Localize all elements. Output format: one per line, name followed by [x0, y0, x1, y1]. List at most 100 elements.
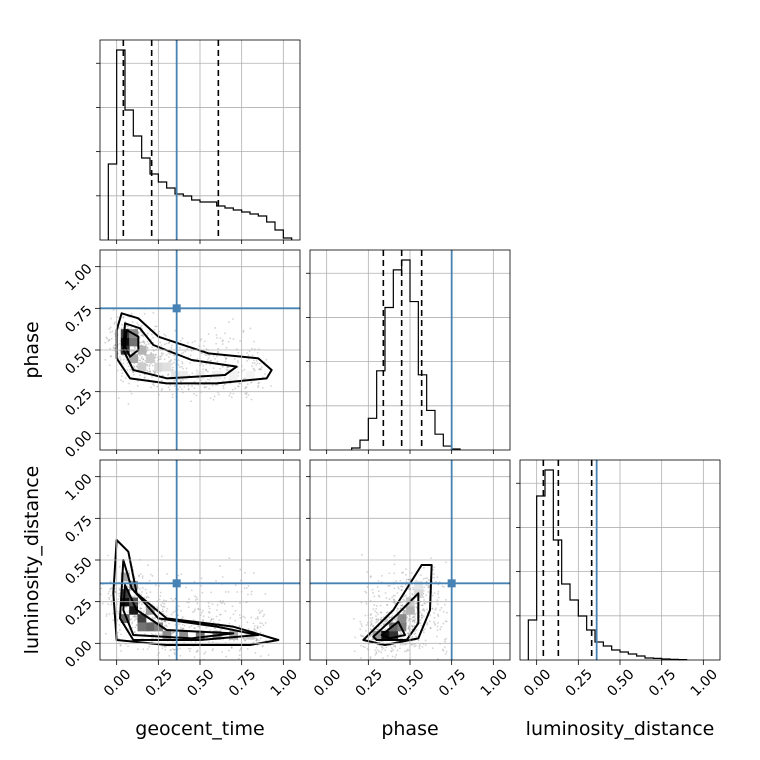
sample-point — [190, 400, 193, 403]
sample-point — [364, 629, 367, 632]
sample-point — [200, 585, 203, 587]
sample-point — [424, 639, 427, 642]
sample-point — [402, 611, 405, 614]
sample-point — [375, 651, 378, 654]
sample-point — [256, 351, 259, 354]
sample-point — [441, 648, 444, 651]
sample-point — [193, 392, 195, 395]
sample-point — [112, 309, 115, 311]
x-tick-label: 0.00 — [521, 667, 554, 700]
sample-point — [259, 611, 262, 613]
sample-point — [411, 636, 414, 638]
sample-point — [170, 359, 173, 361]
sample-point — [197, 626, 200, 628]
contour-line — [362, 564, 433, 646]
sample-point — [370, 619, 373, 622]
sample-point — [160, 352, 163, 354]
sample-point — [380, 624, 383, 627]
sample-point — [413, 620, 416, 622]
sample-point — [180, 573, 183, 576]
sample-point — [117, 592, 120, 595]
sample-point — [228, 394, 231, 397]
sample-point — [427, 586, 430, 589]
sample-point — [265, 358, 268, 361]
sample-point — [214, 357, 216, 360]
sample-point — [245, 393, 248, 396]
sample-point — [114, 333, 116, 335]
sample-point — [196, 649, 199, 652]
sample-point — [108, 613, 111, 616]
sample-point — [212, 648, 215, 650]
sample-point — [182, 367, 184, 370]
sample-point — [375, 615, 377, 617]
sample-point — [365, 603, 368, 605]
sample-point — [152, 637, 154, 640]
sample-point — [186, 347, 189, 350]
sample-point — [229, 382, 232, 385]
sample-point — [105, 336, 108, 339]
sample-point — [164, 648, 167, 651]
sample-point — [242, 615, 245, 618]
sample-point — [209, 397, 212, 400]
sample-point — [388, 584, 391, 587]
sample-point — [208, 607, 211, 610]
sample-point — [405, 573, 407, 576]
sample-point — [252, 641, 255, 644]
sample-point — [203, 386, 206, 388]
sample-point — [117, 357, 120, 360]
sample-point — [188, 598, 191, 600]
sample-point — [423, 599, 426, 601]
sample-point — [133, 615, 136, 618]
sample-point — [128, 382, 131, 385]
sample-point — [130, 312, 133, 315]
sample-point — [117, 598, 120, 601]
sample-point — [209, 360, 212, 362]
sample-point — [138, 601, 141, 604]
sample-point — [104, 341, 107, 344]
sample-point — [260, 366, 263, 369]
sample-point — [160, 389, 163, 391]
sample-point — [395, 609, 398, 612]
contour-line — [122, 584, 235, 640]
sample-point — [390, 650, 392, 653]
sample-point — [371, 617, 374, 619]
sample-point — [194, 599, 197, 601]
sample-point — [436, 613, 439, 616]
sample-point — [425, 594, 428, 597]
sample-point — [127, 365, 130, 368]
sample-point — [101, 602, 104, 605]
sample-point — [415, 606, 418, 608]
sample-point — [185, 367, 188, 370]
sample-point — [209, 629, 211, 632]
sample-point — [248, 350, 251, 352]
sample-point — [215, 355, 218, 358]
sample-point — [184, 586, 187, 589]
sample-point — [159, 595, 162, 597]
sample-point — [194, 627, 196, 630]
sample-point — [433, 592, 436, 594]
sample-point — [117, 316, 119, 318]
sample-point — [238, 649, 241, 652]
sample-point — [442, 611, 445, 613]
sample-point — [407, 627, 410, 629]
grid-layer — [100, 40, 720, 660]
sample-point — [143, 373, 146, 376]
sample-point — [386, 619, 389, 622]
sample-point — [372, 625, 374, 628]
sample-point — [415, 602, 418, 605]
sample-point — [381, 648, 383, 651]
sample-point — [200, 362, 203, 365]
sample-point — [434, 607, 437, 610]
x-axis-label-phase: phase — [381, 718, 438, 740]
sample-point — [420, 614, 423, 617]
sample-point — [154, 325, 157, 328]
sample-point — [148, 367, 151, 370]
sample-point — [147, 596, 150, 599]
sample-point — [122, 380, 125, 383]
sample-point — [202, 364, 205, 367]
sample-point — [149, 371, 152, 373]
contour-line — [380, 620, 406, 640]
sample-point — [353, 617, 355, 620]
sample-point — [383, 620, 386, 623]
